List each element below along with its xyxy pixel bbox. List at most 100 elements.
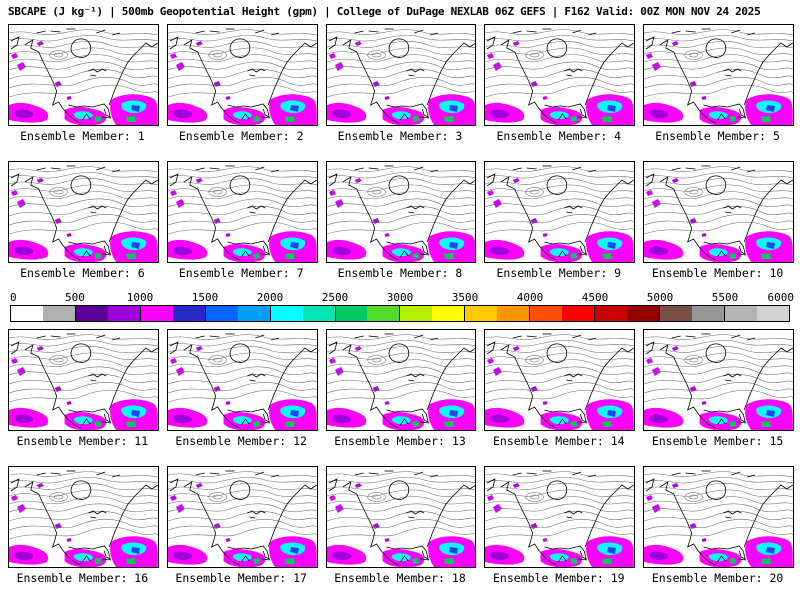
colorbar-tick-label: 6000 [767, 291, 794, 304]
ensemble-map [325, 329, 477, 431]
ensemble-map [8, 329, 159, 431]
ensemble-map [484, 329, 636, 431]
colorbar-tick-label: 1000 [126, 291, 154, 304]
colorbar-tick-label: 2500 [321, 291, 349, 304]
colorbar-segment [497, 306, 530, 321]
colorbar-segment [756, 306, 789, 321]
ensemble-member-label: Ensemble Member: 2 [178, 129, 304, 143]
ensemble-member-label: Ensemble Member: 17 [175, 571, 307, 585]
ensemble-panel: Ensemble Member: 11 [8, 329, 159, 448]
colorbar-segment [562, 306, 595, 321]
ensemble-map [8, 161, 159, 263]
ensemble-member-label: Ensemble Member: 10 [651, 266, 784, 280]
ensemble-panel: Ensemble Member: 8 [325, 161, 477, 280]
ensemble-member-label: Ensemble Member: 16 [16, 571, 149, 585]
ensemble-member-label: Ensemble Member: 12 [175, 434, 307, 448]
colorbar-tick-label: 0 [10, 291, 17, 304]
ensemble-panel: Ensemble Member: 2 [166, 24, 318, 143]
ensemble-map [643, 161, 794, 263]
ensemble-map [166, 466, 318, 568]
colorbar-segment [172, 306, 205, 321]
ensemble-panel: Ensemble Member: 17 [166, 466, 318, 585]
colorbar-segment [627, 306, 660, 321]
ensemble-map [643, 24, 794, 126]
ensemble-member-label: Ensemble Member: 18 [334, 571, 466, 585]
ensemble-map [8, 466, 159, 568]
ensemble-map [166, 161, 318, 263]
ensemble-panel: Ensemble Member: 15 [643, 329, 794, 448]
colorbar-segment [659, 306, 693, 321]
ensemble-map [325, 24, 477, 126]
ensemble-map [484, 466, 636, 568]
cape-colorbar [10, 305, 790, 322]
ensemble-member-label: Ensemble Member: 4 [496, 129, 622, 143]
colorbar-tick-label: 5500 [711, 291, 739, 304]
ensemble-panel: Ensemble Member: 1 [8, 24, 159, 143]
ensemble-panel: Ensemble Member: 5 [643, 24, 794, 143]
colorbar-segment [269, 306, 303, 321]
colorbar-scale-labels: 0 500 1000 1500 2000 2500 3000 3500 4000 4500 5000… [10, 291, 794, 304]
ensemble-panel: Ensemble Member: 3 [325, 24, 477, 143]
ensemble-panel: Ensemble Member: 6 [8, 161, 159, 280]
ensemble-member-label: Ensemble Member: 7 [178, 266, 304, 280]
colorbar-segment [464, 306, 498, 321]
ensemble-member-label: Ensemble Member: 19 [493, 571, 625, 585]
colorbar-segment [139, 306, 173, 321]
ensemble-map [325, 466, 477, 568]
ensemble-member-label: Ensemble Member: 5 [655, 129, 780, 143]
colorbar-segment [302, 306, 335, 321]
colorbar-segment [107, 306, 140, 321]
colorbar-segment [723, 306, 757, 321]
colorbar-segment [204, 306, 238, 321]
colorbar-segment [11, 306, 43, 321]
ensemble-member-label: Ensemble Member: 8 [337, 266, 463, 280]
ensemble-member-label: Ensemble Member: 9 [496, 266, 622, 280]
ensemble-panel: Ensemble Member: 9 [484, 161, 636, 280]
colorbar-tick-label: 2000 [256, 291, 284, 304]
ensemble-panel: Ensemble Member: 12 [166, 329, 318, 448]
ensemble-member-label: Ensemble Member: 15 [651, 434, 784, 448]
colorbar: 0 500 1000 1500 2000 2500 3000 3500 4000 4500 5000… [0, 289, 800, 324]
ensemble-grid-bottom: Ensemble Member: 11 Ensemble Member: 12 … [0, 329, 800, 585]
ensemble-member-label: Ensemble Member: 11 [16, 434, 149, 448]
colorbar-segment [692, 306, 724, 321]
colorbar-segment [237, 306, 270, 321]
ensemble-panel: Ensemble Member: 10 [643, 161, 794, 280]
ensemble-panel: Ensemble Member: 7 [166, 161, 318, 280]
colorbar-segment [594, 306, 628, 321]
ensemble-member-label: Ensemble Member: 20 [651, 571, 784, 585]
colorbar-tick-label: 3500 [451, 291, 479, 304]
ensemble-map [166, 24, 318, 126]
colorbar-tick-label: 1500 [191, 291, 219, 304]
ensemble-map [166, 329, 318, 431]
colorbar-segment [432, 306, 465, 321]
ensemble-panel: Ensemble Member: 16 [8, 466, 159, 585]
colorbar-segment [529, 306, 563, 321]
ensemble-panel: Ensemble Member: 19 [484, 466, 636, 585]
colorbar-segment [74, 306, 108, 321]
ensemble-map [8, 24, 159, 126]
ensemble-member-label: Ensemble Member: 13 [334, 434, 466, 448]
page-title: SBCAPE (J kg⁻¹) | 500mb Geopotential Hei… [8, 5, 761, 18]
ensemble-member-label: Ensemble Member: 14 [493, 434, 625, 448]
ensemble-map [643, 329, 794, 431]
ensemble-panel: Ensemble Member: 20 [643, 466, 794, 585]
ensemble-map [484, 161, 636, 263]
colorbar-segment [399, 306, 433, 321]
colorbar-tick-label: 4000 [516, 291, 544, 304]
colorbar-tick-label: 5000 [646, 291, 674, 304]
colorbar-segment [42, 306, 75, 321]
ensemble-panel: Ensemble Member: 4 [484, 24, 636, 143]
ensemble-map [643, 466, 794, 568]
colorbar-tick-label: 4500 [581, 291, 609, 304]
colorbar-segment [367, 306, 400, 321]
colorbar-segment [334, 306, 368, 321]
ensemble-panel: Ensemble Member: 13 [325, 329, 477, 448]
ensemble-panel: Ensemble Member: 14 [484, 329, 636, 448]
ensemble-member-label: Ensemble Member: 1 [20, 129, 145, 143]
colorbar-tick-label: 3000 [386, 291, 414, 304]
ensemble-member-label: Ensemble Member: 6 [20, 266, 145, 280]
ensemble-map [484, 24, 636, 126]
colorbar-tick-label: 500 [65, 291, 85, 304]
ensemble-map [325, 161, 477, 263]
